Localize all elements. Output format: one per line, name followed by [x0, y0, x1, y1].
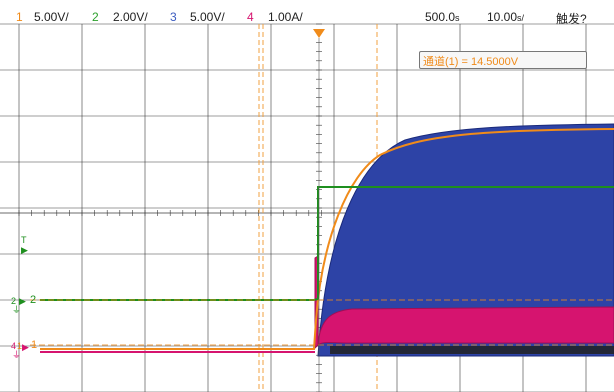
time-delay[interactable]: 500.0s — [425, 10, 460, 24]
ch1-scale[interactable]: 5.00V/ — [34, 10, 69, 24]
ch2-ground-marker[interactable]: 2 — [11, 296, 17, 306]
ch1-ground-marker[interactable]: 1 — [17, 341, 23, 351]
time-delay-value: 500.0 — [425, 10, 456, 24]
ch3-scale[interactable]: 5.00V/ — [190, 10, 225, 24]
ch1-label[interactable]: 1 — [16, 10, 23, 24]
ch2-arrow-icon: ▶ — [19, 296, 26, 306]
ch2-scale[interactable]: 2.00V/ — [113, 10, 148, 24]
channel-header-bar: 1 5.00V/ 2 2.00V/ 3 5.00V/ 4 1.00A/ 500.… — [0, 0, 614, 26]
ch4-scale[interactable]: 1.00A/ — [268, 10, 303, 24]
ch4-ground-marker[interactable]: 4 — [11, 341, 17, 351]
trigger-level-marker-icon[interactable]: ▶ — [21, 245, 28, 255]
ch4-waveform — [314, 255, 614, 350]
time-div[interactable]: 10.00s/ — [487, 10, 524, 24]
trigger-level-label: T — [21, 235, 27, 245]
trigger-status[interactable]: 触发? — [556, 12, 587, 26]
ground-symbol-icon: ⏚ — [12, 305, 22, 315]
measurement-readout[interactable]: 通道(1) = 14.5000V — [419, 51, 587, 69]
measurement-text: 通道(1) = 14.5000V — [423, 56, 519, 68]
ch2-ref-label: 2 — [30, 294, 37, 306]
ch3-waveform-envelope — [317, 123, 614, 357]
time-delay-unit: s — [455, 13, 460, 23]
ground-symbol-icon-2: ⏚ — [12, 350, 22, 360]
trigger-position-marker[interactable] — [313, 29, 325, 38]
ch2-label[interactable]: 2 — [92, 10, 99, 24]
ch3-label[interactable]: 3 — [170, 10, 177, 24]
ch1-arrow-icon: ▶ — [22, 342, 29, 352]
time-div-unit: s/ — [517, 13, 525, 23]
ch4-label[interactable]: 4 — [247, 10, 254, 24]
time-div-value: 10.00 — [487, 10, 518, 24]
ch1-waveform — [40, 128, 614, 350]
ch4-dark-band — [330, 346, 614, 354]
ch1-ref-label: 1 — [31, 339, 38, 351]
